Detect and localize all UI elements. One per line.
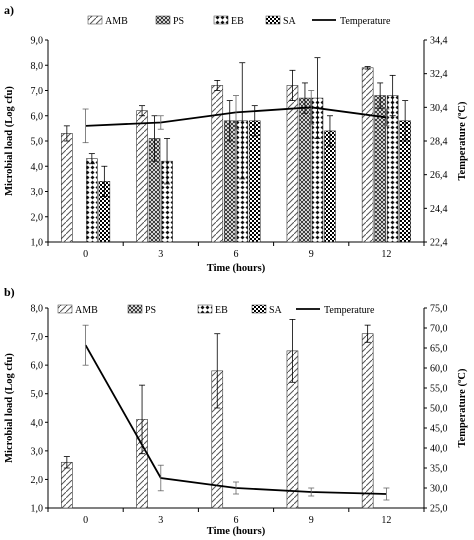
y2-tick-label: 34,4 [430, 36, 448, 47]
x-tick-label: 3 [158, 515, 163, 526]
x-tick-label: 0 [83, 249, 88, 260]
y2-tick-label: 60,0 [430, 364, 448, 375]
y2-tick-label: 30,4 [430, 103, 448, 114]
legend-label-sa: SA [283, 16, 297, 27]
x-tick-label: 6 [234, 515, 239, 526]
legend-swatch-eb [197, 304, 213, 314]
y2-tick-label: 65,0 [430, 344, 448, 355]
panel-label: a) [4, 3, 14, 17]
chart-panel-b: b) 1,0 2,0 3,0 4,0 5,0 6,0 7,0 8,0 25,0 30,0 35,0 40… [4, 285, 468, 537]
y-tick-label: 8,0 [31, 61, 44, 72]
y-tick-label: 9,0 [31, 36, 44, 47]
y-tick-label: 5,0 [31, 389, 44, 400]
legend-label-amb: AMB [75, 305, 98, 316]
y-tick-label: 2,0 [31, 475, 44, 486]
temperature-line [84, 344, 387, 495]
legend-label-amb: AMB [105, 16, 128, 27]
y2-tick-label: 50,0 [430, 404, 448, 415]
y2-tick-label: 70,0 [430, 324, 448, 335]
y-tick-label: 4,0 [31, 162, 44, 173]
y2-tick-label: 32,4 [430, 69, 448, 80]
y2-tick-label: 75,0 [430, 304, 448, 315]
x-axis-label: Time (hours) [207, 263, 266, 274]
legend-label-temperature: Temperature [324, 305, 375, 316]
legend-swatch-sa [265, 15, 281, 25]
legend-swatch-sa [251, 304, 267, 314]
legend-label-eb: EB [231, 16, 244, 27]
y2-tick-label: 28,4 [430, 137, 448, 148]
bar-amb-3 [136, 110, 148, 243]
bar-ps-9 [299, 97, 311, 243]
y2-tick-label: 22,4 [430, 238, 448, 249]
legend-label-eb: EB [215, 305, 228, 316]
bar-sa-6 [248, 120, 261, 243]
y-tick-label: 7,0 [31, 332, 44, 343]
x-tick-label: 6 [234, 249, 239, 260]
x-tick-label: 12 [381, 249, 391, 260]
y-tick-label: 6,0 [31, 361, 44, 372]
bar-eb-0 [86, 158, 98, 243]
x-axis-label: Time (hours) [207, 526, 266, 537]
x-tick-label: 12 [381, 515, 391, 526]
legend-swatch-ps [127, 304, 143, 314]
x-tick-label: 9 [309, 249, 314, 260]
y-tick-label: 3,0 [31, 187, 44, 198]
bar-eb-12 [386, 95, 399, 243]
y2-tick-label: 45,0 [430, 424, 448, 435]
y2-axis-label: Temperature (ºC) [457, 368, 468, 447]
y-tick-label: 1,0 [31, 238, 44, 249]
bar-sa-9 [324, 130, 336, 243]
bar-amb-6 [211, 85, 224, 243]
legend-swatch-amb [57, 304, 73, 314]
bar-amb-12 [361, 333, 374, 509]
y2-axis-label: Temperature (ºC) [457, 101, 468, 180]
legend-label-ps: PS [145, 305, 156, 316]
bar-amb-0 [61, 133, 73, 243]
y-tick-label: 1,0 [31, 504, 44, 515]
chart-panel-a: a) 1,0 2,0 3,0 4,0 5,0 6,0 7,0 8,0 9,0 22,4 24,4 26,… [4, 3, 468, 274]
legend-label-ps: PS [173, 16, 184, 27]
y2-tick-label: 55,0 [430, 384, 448, 395]
bar-amb-12 [361, 67, 374, 243]
y-axis-label: Microbial load (Log cfu) [4, 86, 15, 196]
y2-tick-label: 40,0 [430, 444, 448, 455]
y2-tick-label: 24,4 [430, 204, 448, 215]
y-tick-label: 8,0 [31, 304, 44, 315]
y2-tick-label: 30,0 [430, 484, 448, 495]
y2-tick-label: 35,0 [430, 464, 448, 475]
legend-swatch-eb [213, 15, 229, 25]
legend-swatch-ps [155, 15, 171, 25]
y-axis-label: Microbial load (Log cfu) [4, 353, 15, 463]
y-tick-label: 4,0 [31, 418, 44, 429]
y-tick-label: 5,0 [31, 137, 44, 148]
x-tick-label: 3 [158, 249, 163, 260]
y2-tick-label: 25,0 [430, 504, 448, 515]
y-tick-label: 2,0 [31, 212, 44, 223]
x-tick-label: 9 [309, 515, 314, 526]
y-tick-label: 3,0 [31, 446, 44, 457]
legend-swatch-amb [87, 15, 103, 25]
y2-tick-label: 26,4 [430, 170, 448, 181]
y-tick-label: 7,0 [31, 86, 44, 97]
y-tick-label: 6,0 [31, 111, 44, 122]
x-tick-label: 0 [83, 515, 88, 526]
panel-label: b) [4, 285, 15, 299]
legend-label-sa: SA [269, 305, 283, 316]
bar-amb-0 [61, 461, 73, 509]
legend-label-temperature: Temperature [340, 16, 391, 27]
